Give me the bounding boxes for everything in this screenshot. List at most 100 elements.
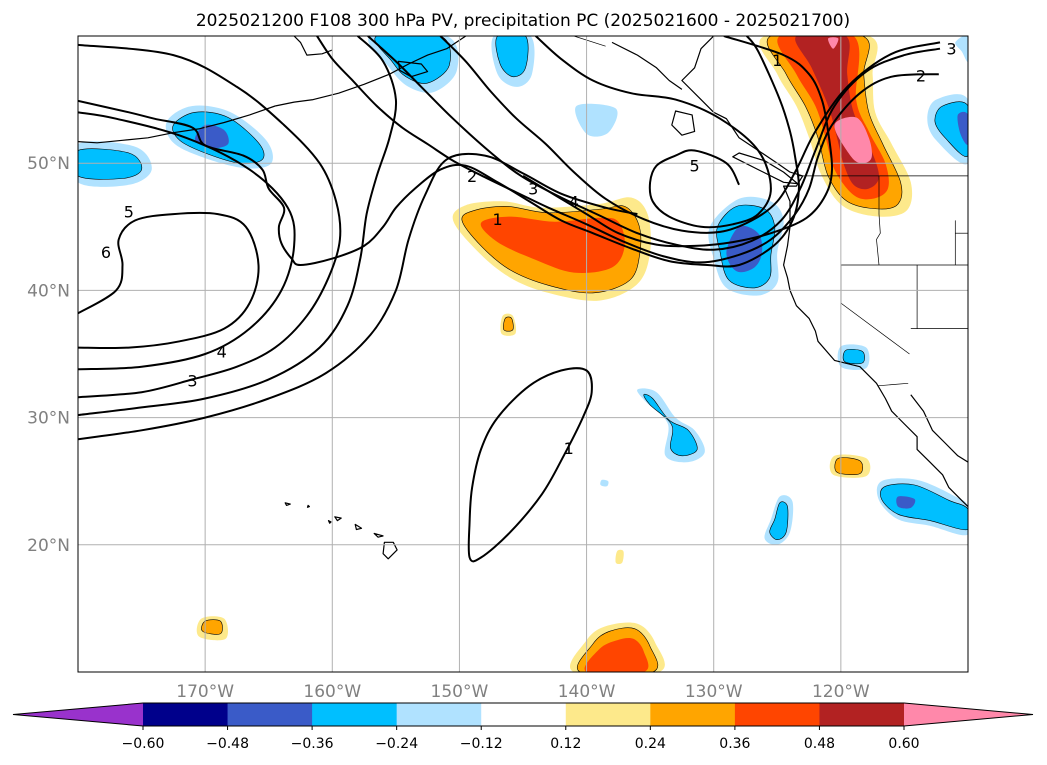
precipitation-layer <box>78 36 968 672</box>
precip-outline <box>934 101 968 157</box>
colorbar-tick-label: −0.60 <box>122 736 165 752</box>
colorbar-segment <box>565 703 651 726</box>
pv-contour <box>78 36 398 417</box>
coastline <box>354 523 363 531</box>
coastline <box>306 504 310 508</box>
precip-region <box>495 36 529 77</box>
precip-region <box>78 148 142 180</box>
precip-region <box>600 479 609 487</box>
colorbar-segment <box>312 703 398 726</box>
colorbar: −0.60 −0.48 −0.36 −0.24 −0.12 0.12 0.24 0.36 0.4… <box>12 702 1034 752</box>
contour-label: 3 <box>528 180 538 199</box>
coastline <box>732 152 799 185</box>
contour-label: 4 <box>569 192 579 211</box>
contour-label: 2 <box>467 167 477 186</box>
precip-outline <box>503 316 514 332</box>
contour-label: 1 <box>772 51 782 70</box>
colorbar-tick-label: 0.24 <box>635 736 666 752</box>
colorbar-segment <box>227 703 313 726</box>
precip-region <box>834 116 872 164</box>
colorbar-extend-high <box>904 703 1033 726</box>
x-axis-ticks: 170°W 160°W 150°W 140°W 130°W 120°W <box>176 682 870 702</box>
precip-region <box>957 111 968 145</box>
precip-outline <box>769 501 789 541</box>
pv-contour <box>78 211 260 350</box>
contour-label: 2 <box>916 66 926 85</box>
border-line <box>877 382 909 387</box>
pv-contour <box>78 111 296 371</box>
coastline <box>681 36 968 508</box>
colorbar-segment <box>396 703 482 726</box>
pv-contour <box>367 36 941 251</box>
border-line <box>573 36 606 47</box>
colorbar-segment <box>650 703 736 726</box>
coastline <box>373 532 384 538</box>
precip-region <box>955 36 968 62</box>
pv-contour <box>522 36 834 248</box>
precip-region <box>880 483 968 530</box>
contour-label: 1 <box>564 439 574 458</box>
contour-label-layer: 1 2 3 4 5 1 2 3 4 3 5 6 1 <box>101 40 957 458</box>
colorbar-tick-label: −0.36 <box>291 736 334 752</box>
pv-contour <box>78 36 800 268</box>
contour-label: 3 <box>187 372 197 391</box>
precip-region <box>584 638 649 672</box>
pv-contour <box>78 153 638 441</box>
precip-outline <box>201 619 223 635</box>
colorbar-tick-label: 0.48 <box>804 736 835 752</box>
precip-outline <box>842 348 865 365</box>
coastline <box>910 394 968 463</box>
x-tick-label: 150°W <box>431 682 489 702</box>
precip-outline <box>834 457 863 475</box>
precip-region <box>834 457 863 475</box>
chart-title: 2025021200 F108 300 hPa PV, precipitatio… <box>196 11 850 31</box>
colorbar-tick-label: 0.60 <box>888 736 919 752</box>
coastline <box>382 541 398 560</box>
x-tick-label: 170°W <box>176 682 234 702</box>
colorbar-extend-low <box>13 703 143 726</box>
colorbar-tick-label: −0.48 <box>206 736 249 752</box>
precip-region <box>503 316 514 332</box>
coastline <box>334 516 342 522</box>
colorbar-segment <box>819 703 905 726</box>
precip-outline <box>461 205 642 294</box>
coastline <box>293 36 333 56</box>
x-tick-label: 160°W <box>303 682 361 702</box>
contour-layer <box>78 36 941 563</box>
colorbar-tick-label: −0.24 <box>375 736 418 752</box>
colorbar-segment <box>734 703 820 726</box>
x-tick-label: 120°W <box>812 682 870 702</box>
precip-outline <box>374 36 451 84</box>
contour-label: 5 <box>690 157 700 176</box>
precip-region <box>843 349 865 364</box>
colorbar-tick-label: −0.12 <box>460 736 503 752</box>
precip-outline <box>78 148 143 180</box>
precip-outline <box>643 393 698 457</box>
pv-contour <box>535 36 772 229</box>
y-tick-label: 20°N <box>27 536 70 556</box>
contour-label: 6 <box>101 243 111 262</box>
colorbar-tick-label: 0.12 <box>550 736 581 752</box>
coastline <box>611 41 683 90</box>
coastline <box>274 36 467 107</box>
precip-outline <box>716 204 776 289</box>
precip-region <box>194 124 229 149</box>
pv-contour <box>316 36 939 264</box>
precip-outline <box>577 627 659 672</box>
colorbar-tick-label: 0.36 <box>719 736 750 752</box>
x-tick-label: 140°W <box>558 682 616 702</box>
precip-region <box>374 36 451 84</box>
precip-region <box>615 549 624 565</box>
pv-contour <box>467 367 593 563</box>
x-tick-label: 130°W <box>685 682 743 702</box>
precip-region <box>827 37 839 49</box>
precip-region <box>896 496 916 509</box>
precip-region <box>643 394 698 456</box>
coastline <box>327 520 332 524</box>
pv-contour <box>439 36 941 234</box>
border-line <box>876 175 881 266</box>
contour-label: 5 <box>124 203 134 222</box>
precip-region <box>201 619 223 635</box>
